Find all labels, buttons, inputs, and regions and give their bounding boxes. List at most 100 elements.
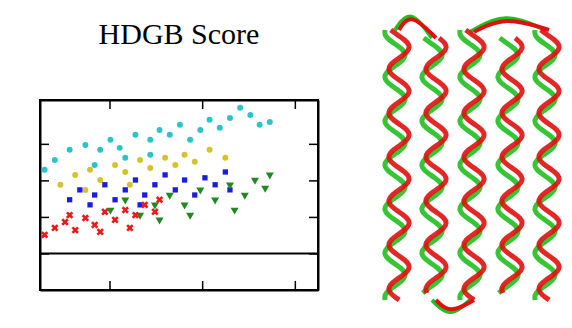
point bbox=[231, 208, 239, 215]
point bbox=[122, 169, 128, 175]
point bbox=[147, 165, 153, 171]
point bbox=[202, 175, 207, 180]
point bbox=[154, 194, 165, 205]
point bbox=[40, 229, 50, 240]
point bbox=[192, 159, 198, 165]
tick bbox=[40, 217, 49, 218]
chart: HDGB Score bbox=[0, 0, 572, 328]
point bbox=[192, 192, 197, 197]
point bbox=[82, 142, 88, 148]
helix bbox=[389, 30, 409, 300]
point bbox=[67, 147, 73, 153]
point bbox=[127, 182, 133, 188]
point bbox=[267, 119, 273, 125]
tick bbox=[202, 281, 203, 290]
series bbox=[106, 173, 273, 225]
point bbox=[147, 137, 153, 143]
point bbox=[70, 225, 81, 236]
point bbox=[157, 127, 163, 133]
x-axis-top bbox=[41, 100, 319, 109]
point bbox=[130, 210, 141, 221]
point bbox=[122, 155, 128, 161]
point bbox=[133, 177, 138, 182]
point bbox=[207, 147, 213, 153]
point bbox=[67, 197, 72, 202]
point bbox=[147, 152, 153, 158]
point bbox=[167, 132, 173, 138]
point bbox=[173, 187, 178, 192]
point bbox=[149, 206, 160, 217]
tick-mark bbox=[309, 217, 318, 219]
tick-mark bbox=[202, 100, 204, 109]
point bbox=[237, 105, 243, 111]
helix bbox=[464, 30, 484, 300]
point bbox=[49, 222, 60, 233]
point bbox=[117, 145, 123, 151]
point bbox=[92, 162, 98, 168]
point bbox=[87, 167, 93, 173]
point bbox=[142, 192, 147, 197]
point bbox=[112, 162, 118, 168]
tick-mark bbox=[40, 180, 49, 182]
point bbox=[172, 162, 178, 168]
loop bbox=[474, 21, 549, 32]
point bbox=[152, 182, 157, 187]
point bbox=[151, 203, 159, 210]
tick bbox=[202, 100, 203, 109]
series bbox=[57, 147, 228, 193]
point bbox=[247, 112, 253, 118]
point bbox=[223, 169, 228, 174]
point bbox=[251, 178, 259, 185]
loop bbox=[399, 19, 436, 38]
point bbox=[217, 125, 223, 131]
tick bbox=[309, 180, 318, 181]
point bbox=[182, 152, 188, 158]
title: HDGB Score bbox=[99, 17, 260, 50]
tick bbox=[40, 180, 49, 181]
point bbox=[121, 197, 129, 204]
point bbox=[222, 155, 228, 161]
point bbox=[257, 122, 263, 128]
point bbox=[110, 214, 121, 225]
point bbox=[87, 202, 92, 207]
tick-mark bbox=[295, 281, 297, 290]
point bbox=[261, 186, 269, 193]
tick-mark bbox=[40, 217, 49, 219]
point bbox=[42, 167, 48, 173]
point bbox=[77, 187, 82, 192]
point bbox=[80, 212, 91, 223]
point bbox=[182, 177, 187, 182]
tick bbox=[309, 217, 318, 218]
point bbox=[162, 172, 167, 177]
point bbox=[187, 137, 193, 143]
point bbox=[120, 204, 131, 215]
series bbox=[67, 169, 233, 207]
point bbox=[177, 122, 183, 128]
point bbox=[166, 193, 174, 200]
tick-mark bbox=[309, 180, 318, 182]
point bbox=[97, 147, 103, 153]
tick-mark bbox=[202, 281, 204, 290]
plot-frame bbox=[40, 100, 318, 290]
point bbox=[197, 127, 203, 133]
point bbox=[102, 182, 107, 187]
tick bbox=[295, 100, 296, 109]
tick-mark bbox=[109, 281, 111, 290]
point bbox=[227, 115, 233, 121]
point bbox=[137, 157, 143, 163]
tick bbox=[295, 281, 296, 290]
point bbox=[82, 187, 88, 193]
point bbox=[107, 137, 113, 143]
tick-mark bbox=[295, 100, 297, 109]
point bbox=[241, 193, 249, 200]
point bbox=[212, 182, 217, 187]
point bbox=[112, 197, 117, 202]
point bbox=[226, 182, 234, 189]
helix bbox=[426, 38, 446, 293]
point bbox=[95, 226, 106, 237]
tick bbox=[309, 144, 318, 145]
point bbox=[207, 117, 213, 123]
point bbox=[156, 218, 164, 225]
plot-area bbox=[40, 105, 274, 241]
point bbox=[123, 187, 128, 192]
